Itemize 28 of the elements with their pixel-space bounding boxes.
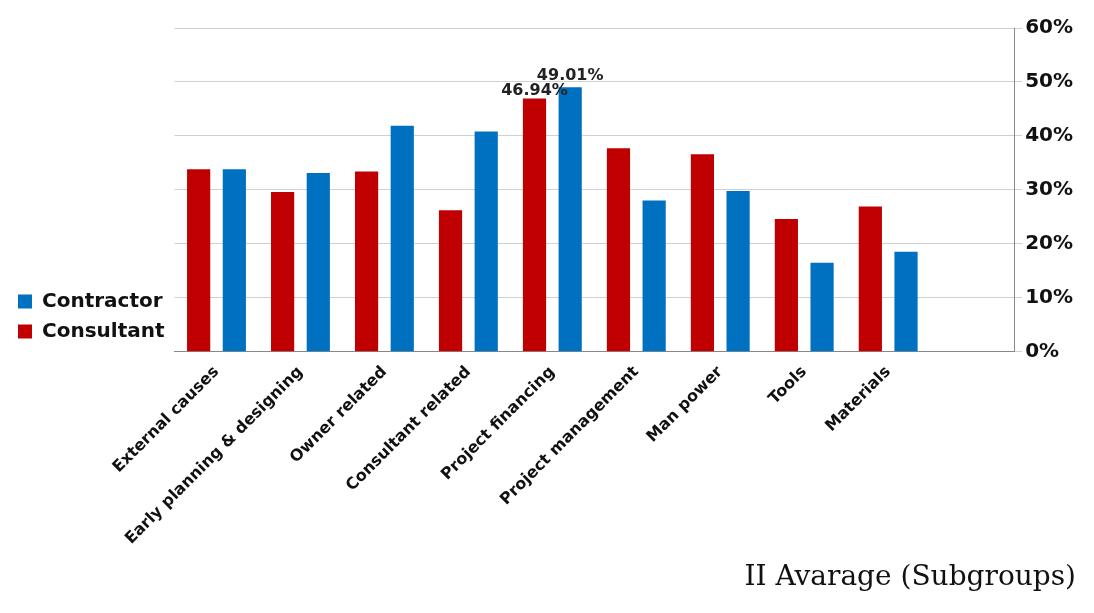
bar [390, 125, 414, 352]
y-tick-label: 50% [1025, 68, 1073, 93]
bar [690, 154, 715, 352]
y-tick-label: 30% [1025, 176, 1073, 201]
data-label: 46.94% [501, 80, 568, 100]
y-tick-label: 20% [1025, 229, 1073, 254]
legend-label: Contractor [42, 287, 163, 312]
bar [438, 210, 463, 352]
bar [894, 251, 918, 352]
bar [726, 190, 750, 352]
bar [810, 262, 834, 352]
bar [474, 131, 498, 352]
y-tick-label: 0% [1025, 337, 1060, 362]
bar [858, 206, 882, 352]
text: II Avarage (Subgroups) [744, 559, 1076, 593]
y-tick-label: 40% [1025, 122, 1073, 147]
bar [222, 169, 246, 352]
y-tick-label: 10% [1025, 283, 1073, 308]
bar [606, 148, 631, 352]
bar [306, 173, 330, 352]
bar [522, 98, 547, 352]
bar [354, 171, 379, 352]
bar [271, 191, 295, 352]
y-tick-label: 60% [1025, 14, 1073, 39]
legend-label: Consultant [42, 317, 165, 342]
bar [187, 169, 211, 352]
bar [642, 200, 666, 352]
bar [774, 218, 798, 352]
